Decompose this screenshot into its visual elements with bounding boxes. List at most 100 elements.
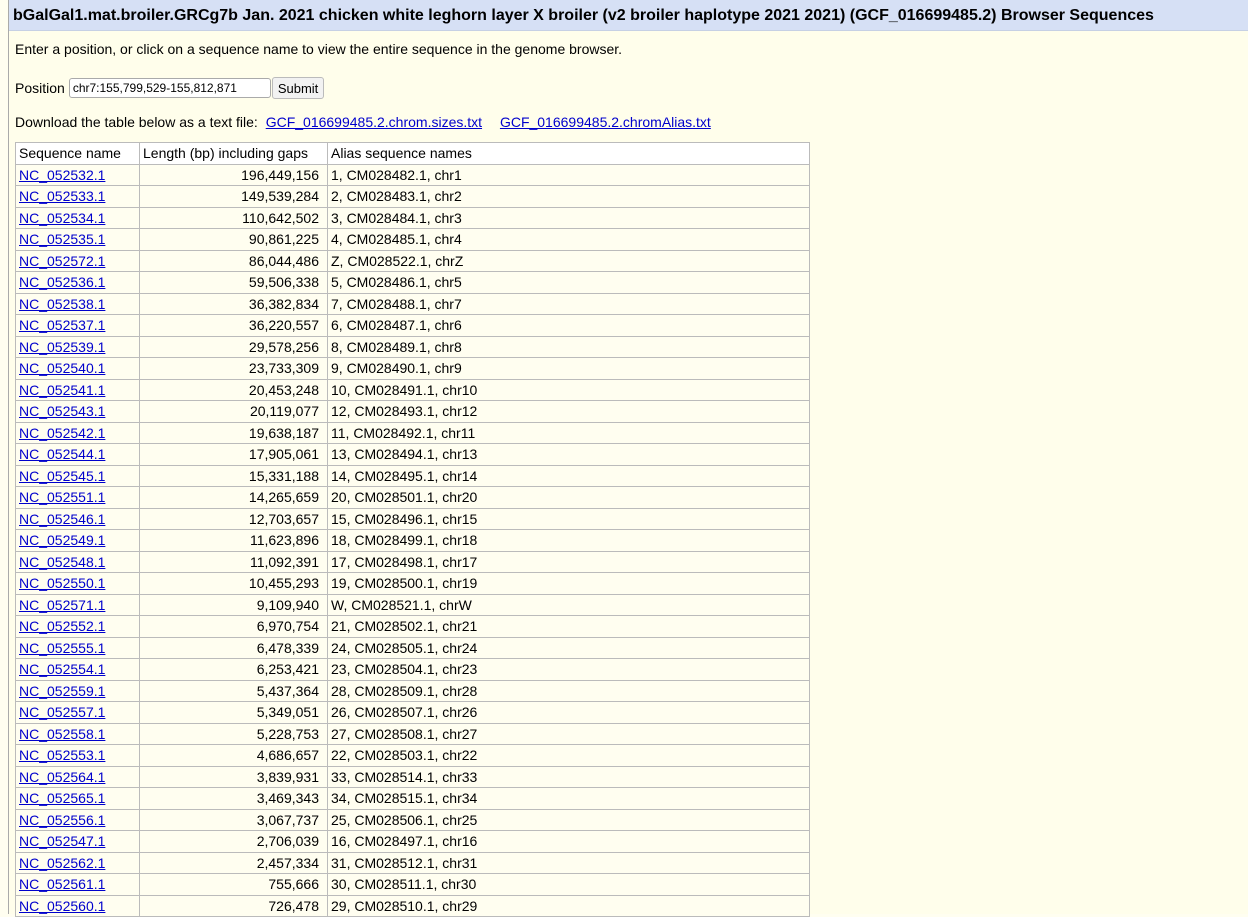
alias-cell: 11, CM028492.1, chr11: [327, 421, 810, 444]
sequence-name-cell: NC_052541.1: [15, 378, 140, 401]
length-cell: 23,733,309: [139, 357, 328, 380]
sequence-name-cell: NC_052545.1: [15, 464, 140, 487]
sequence-link[interactable]: NC_052549.1: [19, 532, 106, 549]
alias-cell: 5, CM028486.1, chr5: [327, 271, 810, 294]
sequence-name-cell: NC_052533.1: [15, 185, 140, 208]
sequence-name-cell: NC_052565.1: [15, 787, 140, 810]
sequence-name-cell: NC_052555.1: [15, 636, 140, 659]
table-row: NC_052538.1 36,382,834 7, CM028488.1, chr7: [15, 292, 810, 315]
sequence-name-cell: NC_052534.1: [15, 206, 140, 229]
alias-cell: 21, CM028502.1, chr21: [327, 615, 810, 638]
alias-cell: 16, CM028497.1, chr16: [327, 830, 810, 853]
sequence-link[interactable]: NC_052541.1: [19, 381, 106, 398]
alias-cell: 27, CM028508.1, chr27: [327, 722, 810, 745]
length-cell: 2,706,039: [139, 830, 328, 853]
submit-button[interactable]: Submit: [271, 77, 325, 99]
sequence-name-cell: NC_052553.1: [15, 744, 140, 767]
alias-cell: 33, CM028514.1, chr33: [327, 765, 810, 788]
table-header: Sequence name Length (bp) including gaps…: [15, 142, 810, 165]
sequence-link[interactable]: NC_052538.1: [19, 295, 106, 312]
alias-cell: 29, CM028510.1, chr29: [327, 894, 810, 917]
alias-cell: 15, CM028496.1, chr15: [327, 507, 810, 530]
sequence-name-cell: NC_052549.1: [15, 529, 140, 552]
sequence-link[interactable]: NC_052558.1: [19, 725, 106, 742]
sequence-link[interactable]: NC_052542.1: [19, 424, 106, 441]
sequence-link[interactable]: NC_052550.1: [19, 575, 106, 592]
download-row: Download the table below as a text file:…: [15, 114, 1248, 134]
sequence-link[interactable]: NC_052556.1: [19, 811, 106, 828]
sequence-link[interactable]: NC_052535.1: [19, 231, 106, 248]
table-row: NC_052553.1 4,686,657 22, CM028503.1, chr2…: [15, 744, 810, 767]
alias-cell: 7, CM028488.1, chr7: [327, 292, 810, 315]
sequence-link[interactable]: NC_052551.1: [19, 489, 106, 506]
table-row: NC_052560.1 726,478 29, CM028510.1, chr29: [15, 894, 810, 917]
length-cell: 29,578,256: [139, 335, 328, 358]
length-cell: 90,861,225: [139, 228, 328, 251]
sequence-link[interactable]: NC_052572.1: [19, 252, 106, 269]
length-cell: 36,382,834: [139, 292, 328, 315]
sequence-link[interactable]: NC_052536.1: [19, 274, 106, 291]
chrom-sizes-link[interactable]: GCF_016699485.2.chrom.sizes.txt: [265, 114, 483, 130]
table-row: NC_052542.1 19,638,187 11, CM028492.1, chr…: [15, 421, 810, 444]
sequence-link[interactable]: NC_052546.1: [19, 510, 106, 527]
sequence-link[interactable]: NC_052552.1: [19, 618, 106, 635]
sequence-link[interactable]: NC_052539.1: [19, 338, 106, 355]
length-cell: 86,044,486: [139, 249, 328, 272]
table-row: NC_052535.1 90,861,225 4, CM028485.1, chr4: [15, 228, 810, 251]
table-row: NC_052546.1 12,703,657 15, CM028496.1, chr…: [15, 507, 810, 530]
length-cell: 5,349,051: [139, 701, 328, 724]
header-sequence-name: Sequence name: [15, 142, 140, 165]
sequence-link[interactable]: NC_052532.1: [19, 166, 106, 183]
header-alias: Alias sequence names: [327, 142, 810, 165]
alias-cell: 31, CM028512.1, chr31: [327, 851, 810, 874]
intro-text: Enter a position, or click on a sequence…: [15, 41, 623, 57]
sequence-link[interactable]: NC_052548.1: [19, 553, 106, 570]
sequence-name-cell: NC_052538.1: [15, 292, 140, 315]
sequence-link[interactable]: NC_052533.1: [19, 188, 106, 205]
table-row: NC_052547.1 2,706,039 16, CM028497.1, chr1…: [15, 830, 810, 853]
sequence-link[interactable]: NC_052547.1: [19, 833, 106, 850]
length-cell: 14,265,659: [139, 486, 328, 509]
alias-cell: 6, CM028487.1, chr6: [327, 314, 810, 337]
sequence-link[interactable]: NC_052540.1: [19, 360, 106, 377]
sequence-link[interactable]: NC_052555.1: [19, 639, 106, 656]
length-cell: 20,119,077: [139, 400, 328, 423]
length-cell: 6,253,421: [139, 658, 328, 681]
table-row: NC_052561.1 755,666 30, CM028511.1, chr30: [15, 873, 810, 896]
sequence-link[interactable]: NC_052537.1: [19, 317, 106, 334]
sequence-link[interactable]: NC_052554.1: [19, 661, 106, 678]
sequence-link[interactable]: NC_052553.1: [19, 747, 106, 764]
sequence-link[interactable]: NC_052557.1: [19, 704, 106, 721]
sequence-link[interactable]: NC_052564.1: [19, 768, 106, 785]
length-cell: 36,220,557: [139, 314, 328, 337]
sequence-name-cell: NC_052547.1: [15, 830, 140, 853]
chrom-alias-link[interactable]: GCF_016699485.2.chromAlias.txt: [499, 114, 711, 130]
table-row: NC_052555.1 6,478,339 24, CM028505.1, chr2…: [15, 636, 810, 659]
sequence-name-cell: NC_052564.1: [15, 765, 140, 788]
length-cell: 11,623,896: [139, 529, 328, 552]
sequence-link[interactable]: NC_052561.1: [19, 876, 106, 893]
length-cell: 6,970,754: [139, 615, 328, 638]
page: bGalGal1.mat.broiler.GRCg7b Jan. 2021 ch…: [8, 0, 1248, 917]
sequence-link[interactable]: NC_052565.1: [19, 790, 106, 807]
sequence-name-cell: NC_052550.1: [15, 572, 140, 595]
sequence-link[interactable]: NC_052544.1: [19, 446, 106, 463]
sequence-link[interactable]: NC_052543.1: [19, 403, 106, 420]
sequence-name-cell: NC_052558.1: [15, 722, 140, 745]
table-row: NC_052571.1 9,109,940 W, CM028521.1, chrW: [15, 593, 810, 616]
position-input[interactable]: [68, 78, 271, 98]
header-length: Length (bp) including gaps: [139, 142, 328, 165]
sequence-link[interactable]: NC_052571.1: [19, 596, 106, 613]
sequence-link[interactable]: NC_052534.1: [19, 209, 106, 226]
sequence-name-cell: NC_052572.1: [15, 249, 140, 272]
sequence-link[interactable]: NC_052560.1: [19, 897, 106, 914]
alias-cell: 25, CM028506.1, chr25: [327, 808, 810, 831]
sequence-name-cell: NC_052557.1: [15, 701, 140, 724]
table-row: NC_052559.1 5,437,364 28, CM028509.1, chr2…: [15, 679, 810, 702]
table-row: NC_052552.1 6,970,754 21, CM028502.1, chr2…: [15, 615, 810, 638]
length-cell: 12,703,657: [139, 507, 328, 530]
sequence-link[interactable]: NC_052562.1: [19, 854, 106, 871]
sequence-link[interactable]: NC_052559.1: [19, 682, 106, 699]
table-row: NC_052557.1 5,349,051 26, CM028507.1, chr2…: [15, 701, 810, 724]
sequence-link[interactable]: NC_052545.1: [19, 467, 106, 484]
